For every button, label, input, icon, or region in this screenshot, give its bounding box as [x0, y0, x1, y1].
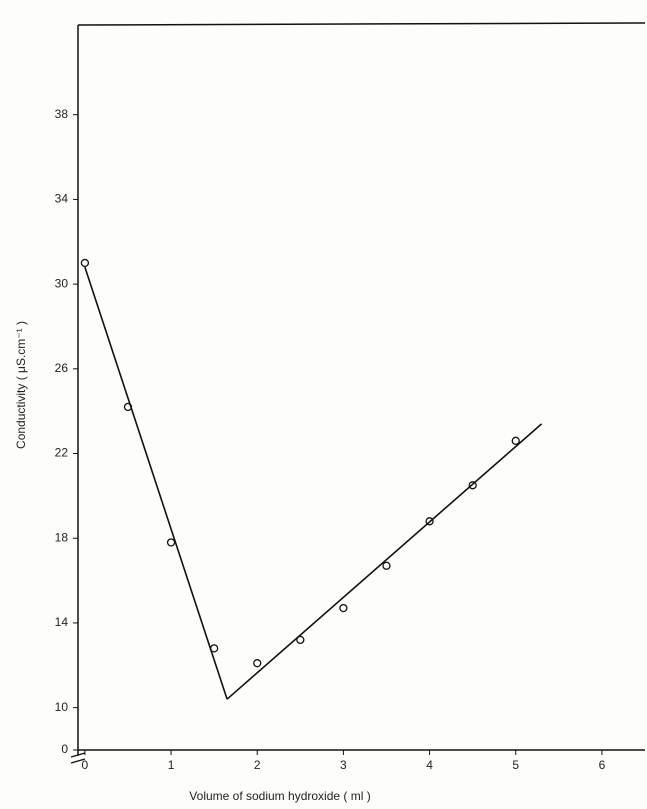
y-tick-label: 14 — [55, 615, 69, 629]
chart: Conductivity ( μS.cm⁻¹ ) Volume of sodiu… — [0, 0, 647, 809]
y-tick-label: 34 — [55, 192, 69, 206]
x-axis-label: Volume of sodium hydroxide ( ml ) — [189, 789, 370, 803]
y-tick-label: 26 — [55, 361, 69, 375]
x-tick-label: 2 — [254, 758, 261, 772]
x-tick-label: 5 — [512, 758, 519, 772]
y-tick-label: 10 — [55, 700, 69, 714]
y-axis-label: Conductivity ( μS.cm⁻¹ ) — [14, 321, 28, 449]
y-tick-label: 18 — [55, 530, 69, 544]
y-tick-label: 0 — [61, 742, 68, 756]
x-tick-label: 0 — [82, 758, 89, 772]
x-tick-label: 3 — [340, 758, 347, 772]
x-tick-label: 1 — [168, 758, 175, 772]
x-tick-label: 6 — [599, 758, 606, 772]
background — [0, 0, 647, 809]
x-tick-label: 4 — [426, 758, 433, 772]
y-tick-label: 22 — [55, 446, 69, 460]
y-tick-label: 38 — [55, 107, 69, 121]
y-tick-label: 30 — [55, 276, 69, 290]
